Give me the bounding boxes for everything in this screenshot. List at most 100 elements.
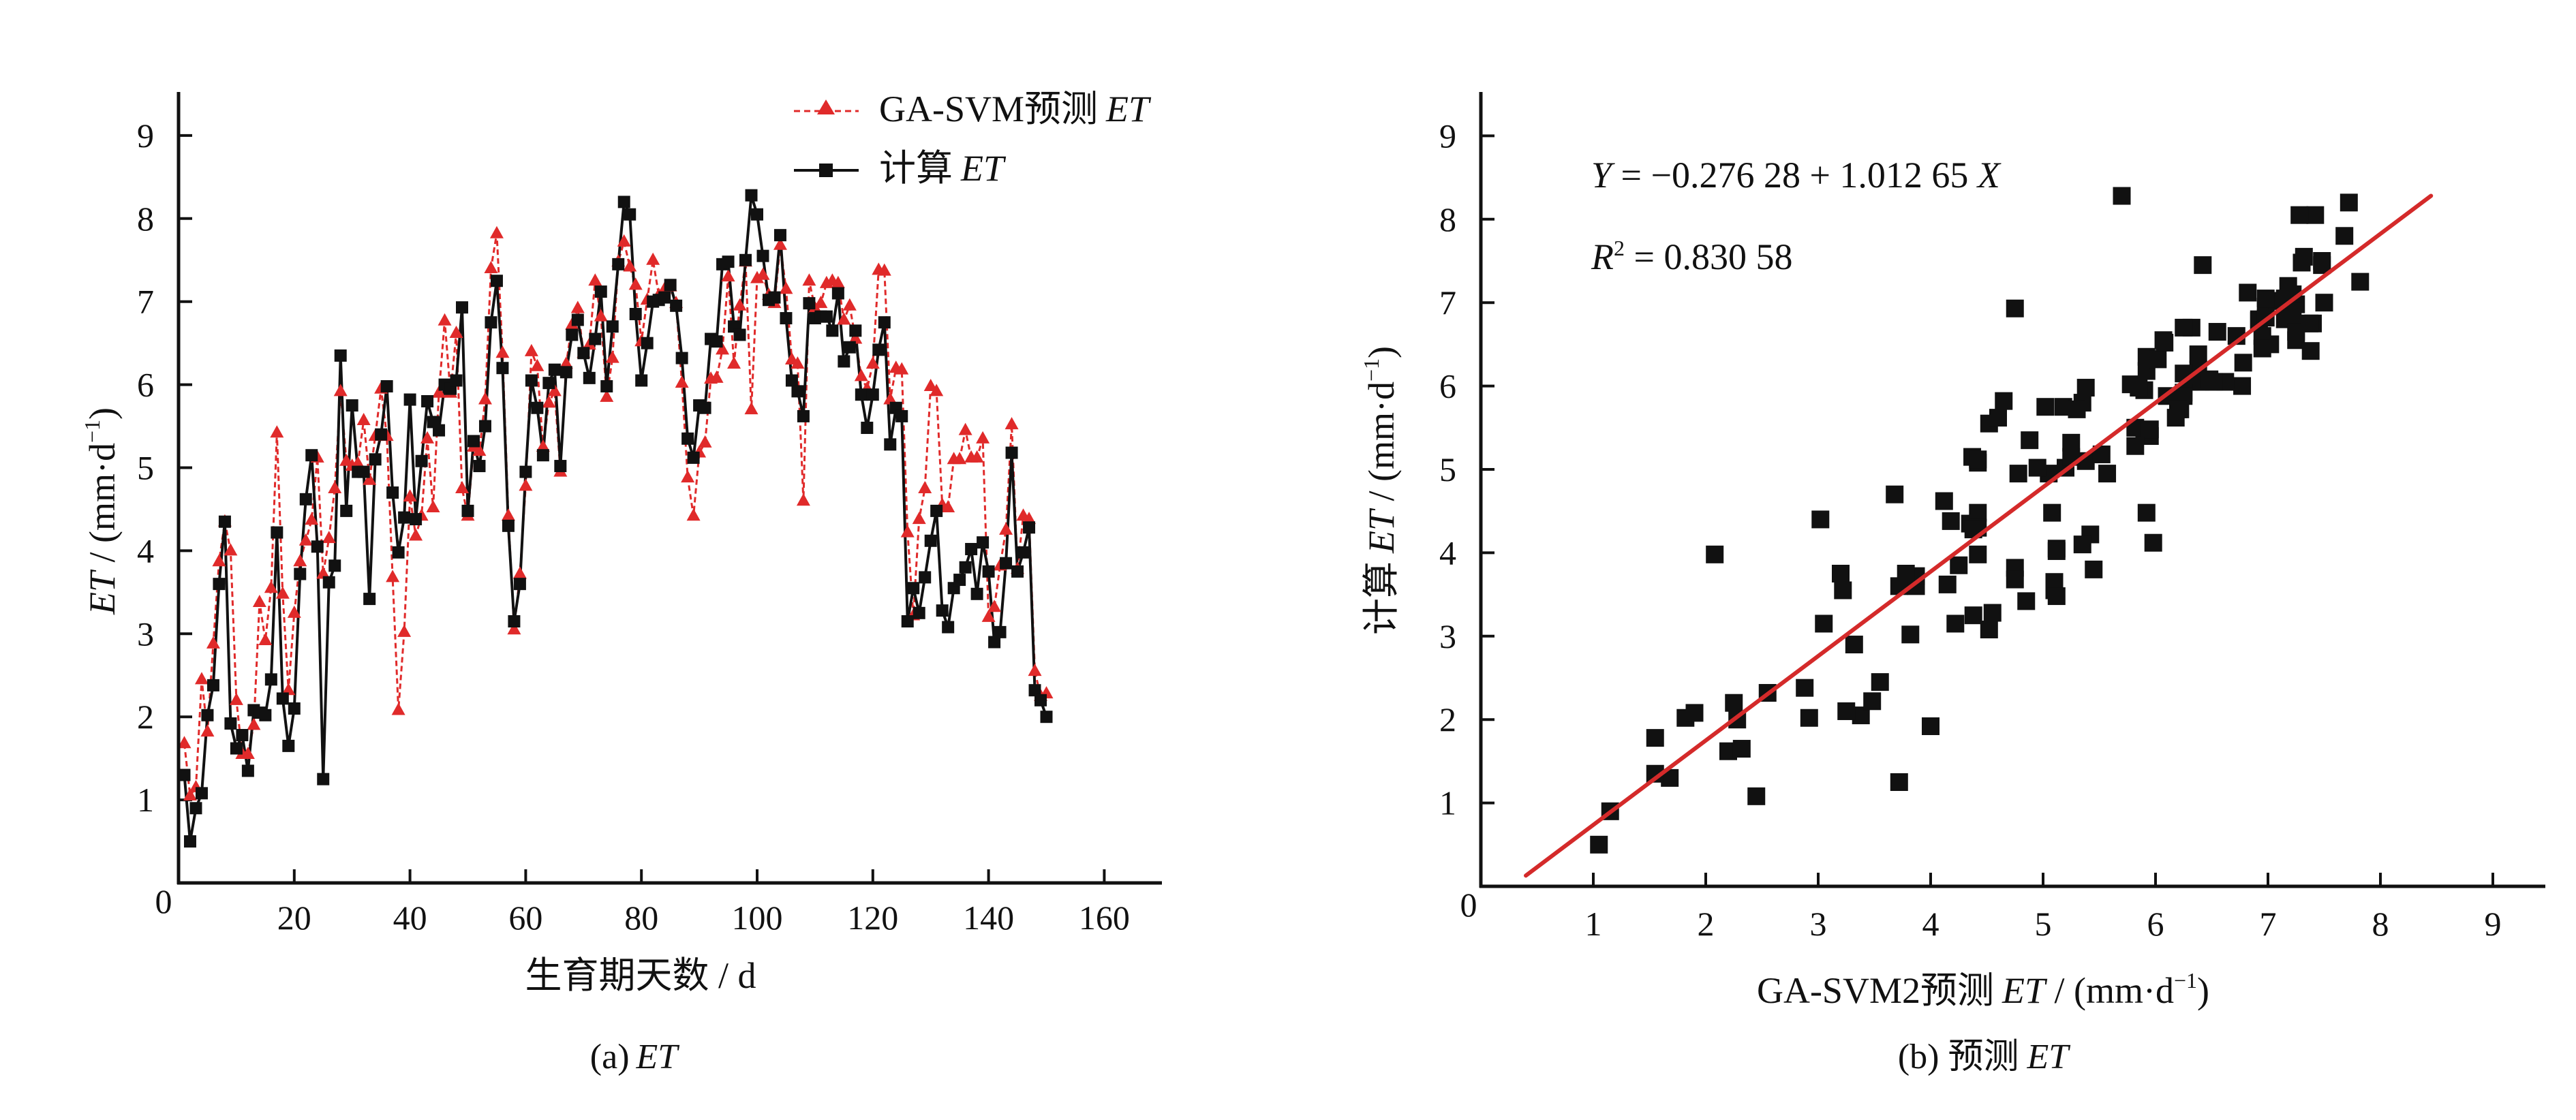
computed-point [785,374,798,387]
predicted-point [252,594,266,607]
predicted-point [177,736,191,749]
scatter-point [1983,604,2002,622]
scatter-point [1811,510,1830,529]
predicted-point [409,528,423,541]
computed-point [288,702,301,715]
computed-point [843,341,856,354]
chart-a-y-tick-label: 8 [137,200,154,238]
chart-a-ylabel-sup: −1 [80,420,104,443]
predicted-point [472,444,487,456]
predicted-point [900,525,915,538]
predicted-point [854,369,868,382]
predicted-point [727,356,741,369]
predicted-point [298,533,313,546]
scatter-point [1969,450,1987,469]
scatter-point [1685,704,1704,722]
predicted-point [224,543,238,556]
computed-point [913,606,925,619]
chart-b-ylabel-rest: / (mm·d [1361,382,1402,510]
chart-a-x-tick-label: 120 [847,899,898,937]
chart-b-origin-label: 0 [1460,886,1477,924]
computed-point [1023,521,1036,534]
chart-b-x-tick-label: 1 [1585,905,1602,943]
computed-point [930,504,943,517]
computed-point [577,347,590,360]
computed-point [513,578,526,591]
series-predicted-line [183,233,1047,799]
scatter-point [1901,625,1920,644]
computed-point [606,320,619,333]
scatter-point [2021,431,2039,450]
computed-point [791,385,804,398]
scatter-point [1964,606,1982,625]
computed-point [554,460,567,473]
chart-a-ylabel-rest: / (mm·d [82,443,123,572]
predicted-point [206,636,220,649]
computed-point [722,255,735,268]
scatter-point [2301,342,2320,360]
scatter-point [1989,409,2007,427]
scatter-point [1969,545,1987,563]
scatter-point [2340,193,2358,212]
scatter-point [2144,533,2162,552]
predicted-point [438,313,452,326]
computed-point [403,393,416,406]
predicted-point [455,480,470,493]
chart-b-x-tick-label: 2 [1698,905,1715,943]
computed-point [259,709,272,721]
scatter-point [2047,542,2066,560]
chart-a-y-tick-label: 6 [137,366,154,404]
predicted-point [981,609,996,622]
computed-point [548,363,561,376]
computed-point [826,324,839,337]
scatter-point [1706,545,1724,563]
predicted-point [721,269,735,282]
predicted-point [987,600,1002,612]
predicted-point [512,566,527,579]
scatter-point [2233,377,2252,395]
predicted-point [930,384,944,396]
scatter-point [2149,350,2167,369]
computed-point [322,576,335,589]
predicted-point [328,480,342,493]
equation-rhs: X [1976,155,2002,196]
computed-point [820,310,833,323]
chart-b-y-tick-label: 5 [1439,450,1456,488]
chart-b-fit-line [1524,193,2434,878]
computed-point [710,335,723,348]
chart-b-ylabel-prefix: 计算 [1361,561,1402,635]
computed-point [600,380,613,393]
legend-item-computed: 计算 ET [794,148,1007,189]
svg-text:计算ET: 计算 ET [879,148,1007,189]
computed-point [624,208,637,221]
computed-point [629,307,642,320]
chart-b-y-tick-label: 2 [1439,700,1456,738]
predicted-point [530,358,545,371]
scatter-point [2036,398,2055,416]
scatter-point [2295,247,2313,266]
chart-b-r2: R2 = 0.830 58 [1591,236,1792,277]
predicted-point [837,312,851,325]
scatter-point [2028,458,2046,477]
r2-label: R [1591,236,1614,277]
chart-b-xlabel-close: ) [2197,970,2209,1011]
chart-b-y-tick-label: 9 [1439,116,1456,155]
chart-b-caption-prefix: (b) 预测 [1898,1038,2019,1076]
predicted-point [912,512,926,525]
chart-b-points [1590,187,2370,854]
predicted-point [970,450,984,463]
computed-point [305,449,318,462]
computed-point [803,297,816,310]
computed-point [855,388,868,401]
computed-point [901,615,914,628]
scatter-point [2166,409,2185,427]
computed-point [206,679,219,691]
chart-b-ylabel-close: ) [1361,346,1402,358]
predicted-point [709,370,724,383]
scatter-point [1980,621,1998,639]
predicted-point [976,431,990,444]
scatter-point [2239,283,2257,302]
computed-point [410,513,423,526]
predicted-point [183,788,197,801]
scatter-point [1863,692,1882,711]
